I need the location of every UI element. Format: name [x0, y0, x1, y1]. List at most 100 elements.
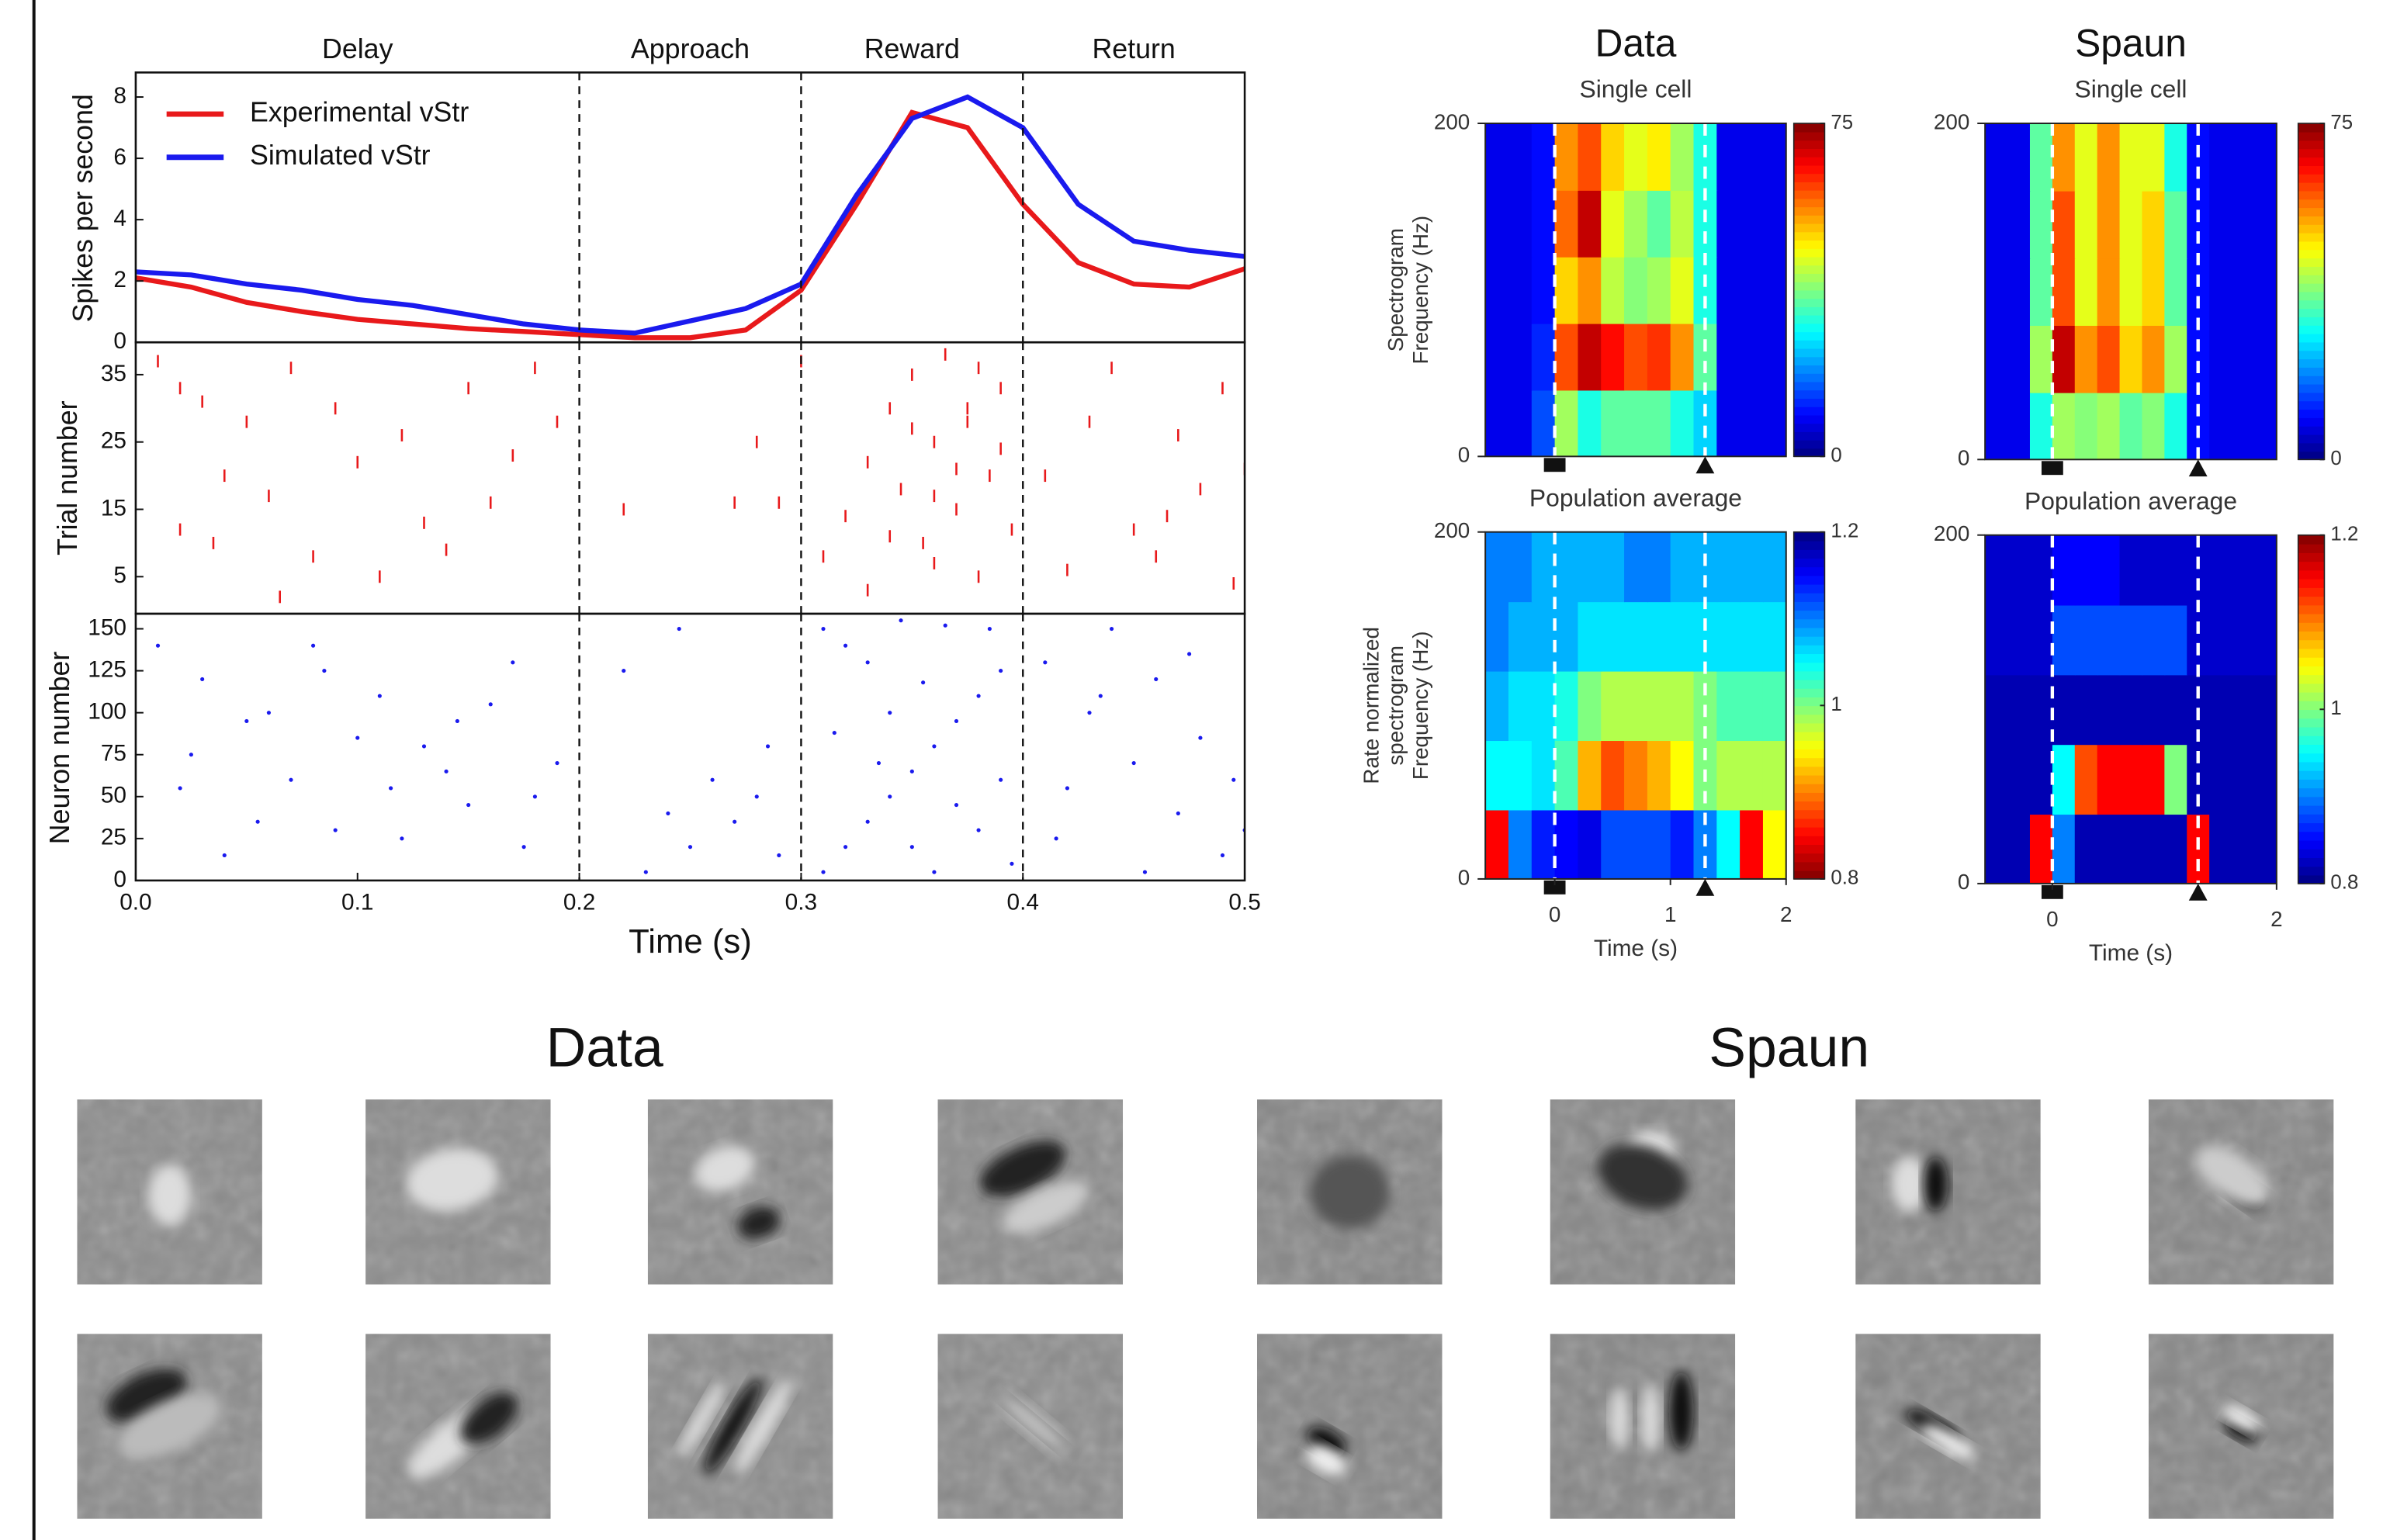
heatmap-cell	[1985, 674, 2009, 746]
heatmap-cell	[1740, 531, 1764, 603]
tile-blob	[1921, 1424, 1976, 1459]
image-tile	[365, 1334, 551, 1519]
heatmap-cell	[1531, 189, 1556, 258]
heatmap-cell	[1762, 740, 1786, 811]
colorbar-segment	[2298, 341, 2325, 351]
colorbar-segment	[2298, 232, 2325, 242]
x-tick-label: 0.0	[119, 890, 151, 915]
heatmap-cell	[2164, 535, 2188, 606]
colorbar-segment	[2298, 535, 2325, 545]
raster-dot	[255, 819, 260, 824]
raster-dot	[1198, 735, 1203, 740]
heatmap-cell	[2142, 258, 2166, 326]
raster-dot	[954, 803, 959, 808]
colorbar-segment	[1793, 705, 1825, 715]
image-tile	[647, 1099, 833, 1285]
heatmap-cell	[2164, 190, 2188, 259]
colorbar-segment	[2298, 874, 2325, 884]
y-axis-label: spectrogram	[1384, 645, 1408, 766]
x-tick-label: 0	[2046, 907, 2058, 931]
section-title: Spaun	[1709, 1016, 1869, 1078]
colorbar-segment	[1793, 164, 1825, 175]
heatmap-cell	[1485, 670, 1509, 742]
colorbar-segment	[1793, 148, 1825, 157]
heatmap-cell	[1985, 123, 2009, 192]
colorbar-segment	[1793, 414, 1825, 424]
panel-subtitle: Population average	[2025, 486, 2237, 514]
colorbar-segment	[2298, 848, 2325, 858]
raster-dot	[511, 660, 515, 665]
heatmap-cell	[1554, 740, 1579, 811]
event-marker	[1543, 880, 1566, 895]
y-tick-label: 25	[101, 825, 126, 850]
heatmap-cell	[1601, 809, 1626, 879]
colorbar-tick-label: 0	[1831, 445, 1841, 466]
heatmap-cell	[1740, 740, 1764, 811]
heatmap-cell	[1647, 809, 1671, 879]
heatmap-cell	[1670, 809, 1695, 879]
colorbar-segment	[2298, 333, 2325, 343]
event-marker	[2188, 883, 2208, 901]
y-axis-label: Spectrogram	[1384, 228, 1408, 351]
x-tick-label: 0.4	[1007, 890, 1039, 915]
colorbar-segment	[2298, 282, 2325, 292]
tile-blob	[1610, 1387, 1630, 1450]
x-axis-label: Time (s)	[629, 922, 752, 960]
colorbar-segment	[1793, 645, 1825, 655]
heatmap-cell	[2209, 674, 2233, 746]
heatmap-cell	[1647, 531, 1671, 603]
heatmap-cell	[2164, 324, 2188, 393]
raster-dot	[710, 777, 715, 782]
heatmap-cell	[2232, 604, 2255, 676]
colorbar-segment	[2298, 148, 2325, 158]
heatmap-cell	[2142, 190, 2166, 259]
raster-dot	[310, 643, 316, 648]
colorbar-segment	[2298, 831, 2325, 841]
raster-dot	[888, 711, 892, 715]
colorbar-segment	[2298, 324, 2325, 334]
heatmap-cell	[1485, 123, 1509, 191]
image-tile	[2148, 1099, 2334, 1285]
x-tick-label: 0	[1549, 902, 1560, 926]
colorbar-segment	[1793, 774, 1825, 784]
heatmap-cell	[1531, 323, 1556, 391]
heatmap-cell	[1624, 670, 1648, 742]
colorbar-segment	[2298, 683, 2325, 693]
heatmap-cell	[2164, 258, 2188, 326]
colorbar-segment	[1793, 531, 1825, 542]
heatmap-cell	[1554, 809, 1579, 879]
colorbar-segment	[2298, 165, 2325, 175]
colorbar-segment	[1793, 323, 1825, 333]
x-axis-label: Time (s)	[2089, 940, 2173, 966]
heatmap-cell	[1647, 123, 1671, 191]
heatmap-cell	[2007, 123, 2031, 192]
heatmap-cell	[2097, 604, 2121, 676]
colorbar-segment	[1793, 549, 1825, 559]
tile-texture	[647, 1099, 833, 1285]
heatmap-cell	[2007, 604, 2031, 676]
heatmap-cell	[2029, 744, 2053, 815]
heatmap-cell	[1508, 809, 1533, 879]
line-series	[135, 109, 1245, 341]
heatmap-cell	[1762, 389, 1786, 457]
colorbar-segment	[2298, 753, 2325, 763]
colorbar-segment	[1793, 331, 1825, 341]
raster-dot	[843, 643, 848, 648]
colorbar-segment	[1793, 722, 1825, 732]
heatmap-cell	[2209, 324, 2233, 393]
y-tick-label: 0	[113, 328, 126, 354]
heatmap-cell	[1985, 190, 2009, 259]
colorbar-segment	[2298, 199, 2325, 209]
colorbar-segment	[2298, 417, 2325, 427]
image-tile	[77, 1099, 262, 1285]
heatmap-cell	[2007, 324, 2031, 393]
colorbar-segment	[1793, 448, 1825, 458]
colorbar-segment	[1793, 182, 1825, 191]
tile-blob	[999, 1393, 1068, 1453]
tile-blob	[679, 1381, 725, 1457]
epoch-label: Approach	[631, 33, 750, 64]
heatmap-cell	[2119, 190, 2143, 259]
colorbar-segment	[1793, 844, 1825, 854]
heatmap-cell	[1485, 809, 1509, 879]
colorbar-segment	[1793, 740, 1825, 750]
